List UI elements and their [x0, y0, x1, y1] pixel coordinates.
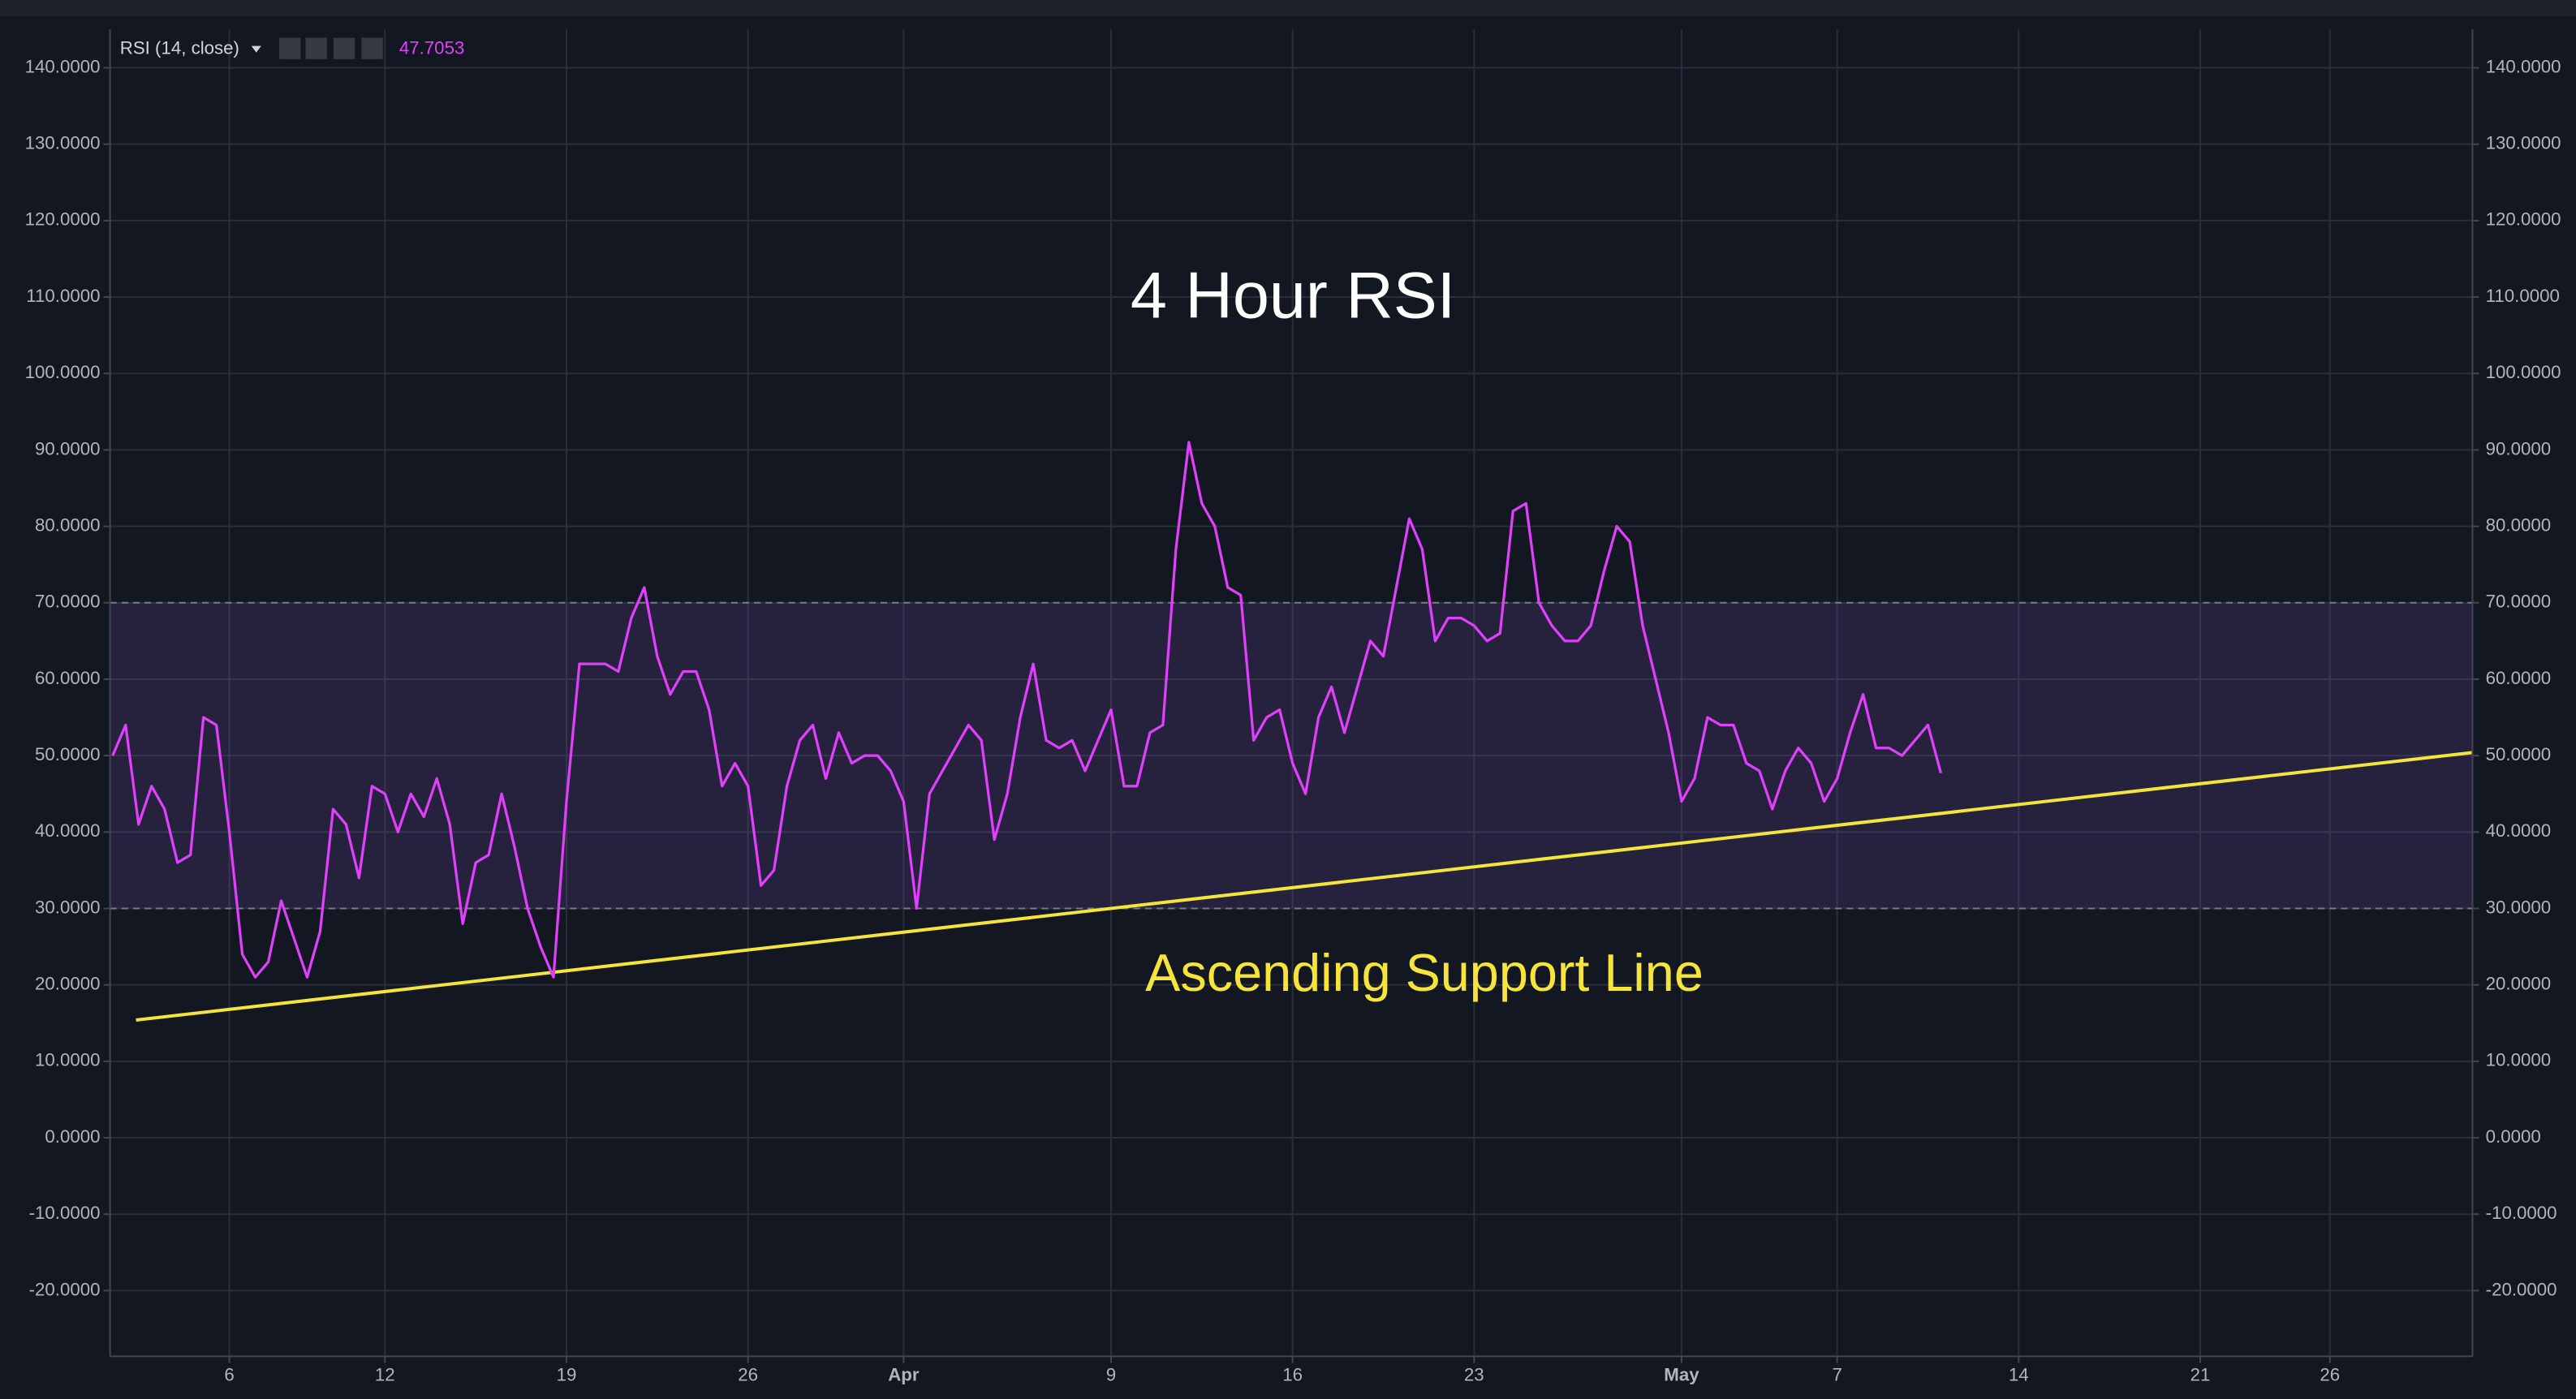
y-tick-label: 60.0000 [35, 668, 100, 688]
format-button[interactable] [305, 37, 327, 59]
y2-tick-label: 70.0000 [2486, 592, 2551, 612]
x-tick-label: 14 [2009, 1365, 2029, 1385]
x-tick-label: 7 [1832, 1365, 1842, 1385]
y-tick-label: 40.0000 [35, 820, 100, 841]
y-tick-label: 30.0000 [35, 897, 100, 917]
y-tick-label: 70.0000 [35, 592, 100, 612]
support-line [136, 751, 2473, 1022]
add-button[interactable] [333, 37, 355, 59]
y2-tick-label: 120.0000 [2486, 209, 2561, 230]
y2-tick-label: 40.0000 [2486, 820, 2551, 841]
y-tick-label: 120.0000 [25, 209, 101, 230]
y2-tick-label: 60.0000 [2486, 668, 2551, 688]
y-tick-label: 140.0000 [25, 56, 101, 76]
x-tick-label: 19 [557, 1365, 577, 1385]
x-tick-label: 21 [2190, 1365, 2211, 1385]
rsi-line [111, 441, 1943, 979]
y2-tick-label: 30.0000 [2486, 897, 2551, 917]
indicator-label: RSI (14, close) [120, 38, 239, 58]
y-tick-label: 90.0000 [35, 438, 100, 458]
settings-button[interactable] [279, 37, 301, 59]
y-tick-label: 0.0000 [45, 1126, 100, 1147]
y2-tick-label: 100.0000 [2486, 362, 2561, 382]
y2-tick-label: 90.0000 [2486, 438, 2551, 458]
y2-tick-label: 80.0000 [2486, 514, 2551, 535]
x-tick-label: 9 [1106, 1365, 1116, 1385]
x-tick-label: 23 [1464, 1365, 1484, 1385]
y2-tick-label: 10.0000 [2486, 1050, 2551, 1070]
y-tick-label: 80.0000 [35, 514, 100, 535]
y-tick-label: 50.0000 [35, 744, 100, 764]
chart-title: 4 Hour RSI [1131, 260, 1455, 333]
remove-button[interactable] [361, 37, 383, 59]
y2-tick-label: 110.0000 [2486, 286, 2560, 306]
y2-tick-label: 20.0000 [2486, 974, 2551, 994]
y-tick-label: 10.0000 [35, 1050, 100, 1070]
marks [111, 441, 2473, 1022]
dropdown-arrow[interactable] [251, 45, 261, 53]
y2-tick-label: -20.0000 [2486, 1279, 2557, 1299]
y2-tick-label: 140.0000 [2486, 56, 2561, 76]
x-tick-label: 26 [738, 1365, 758, 1385]
x-tick-label: 26 [2320, 1365, 2340, 1385]
x-tick-label: May [1664, 1365, 1699, 1385]
y-tick-label: 110.0000 [26, 286, 100, 306]
y2-tick-label: 0.0000 [2486, 1126, 2541, 1147]
y2-tick-label: 50.0000 [2486, 744, 2551, 764]
y-tick-label: 100.0000 [25, 362, 101, 382]
x-tick-label: Apr [888, 1365, 920, 1385]
y-tick-label: 20.0000 [35, 974, 100, 994]
last-value: 47.7053 [399, 38, 464, 58]
y-tick-label: -20.0000 [29, 1279, 101, 1299]
x-tick-label: 12 [375, 1365, 395, 1385]
annotation: Ascending Support Line [1145, 943, 1704, 1002]
y-tick-label: -10.0000 [29, 1203, 101, 1223]
y2-tick-label: -10.0000 [2486, 1203, 2557, 1223]
y2-tick-label: 130.0000 [2486, 133, 2561, 153]
y-tick-label: 130.0000 [25, 133, 101, 153]
toolbar [0, 0, 2576, 17]
x-tick-label: 16 [1282, 1365, 1303, 1385]
x-tick-label: 6 [224, 1365, 234, 1385]
